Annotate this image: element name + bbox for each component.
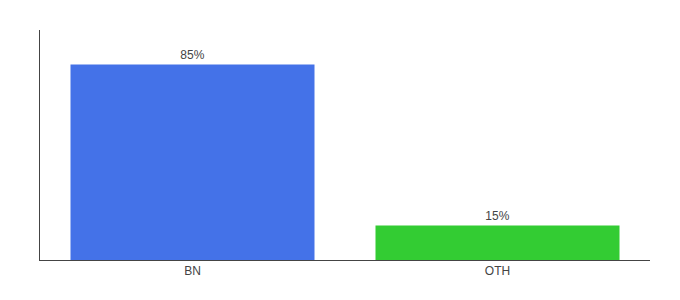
svg-text:15%: 15% [485, 209, 509, 223]
svg-text:BN: BN [184, 264, 201, 278]
svg-text:OTH: OTH [485, 264, 510, 278]
svg-text:85%: 85% [180, 48, 204, 62]
